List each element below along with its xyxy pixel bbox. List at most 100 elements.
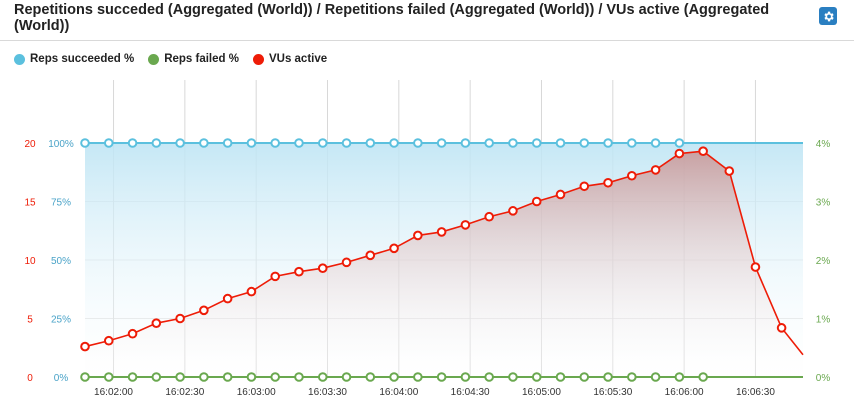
data-point-reps-succeeded xyxy=(341,138,352,148)
legend-item-reps-succeeded[interactable]: Reps succeeded % xyxy=(14,53,134,65)
data-point-reps-succeeded xyxy=(294,138,304,148)
data-point-vus-active xyxy=(80,341,90,352)
data-point-reps-failed xyxy=(294,372,304,382)
data-point-reps-failed xyxy=(674,372,685,382)
data-point-reps-failed xyxy=(484,372,494,382)
y-tick-label-reps-failed: 3% xyxy=(816,198,831,209)
data-point-vus-active xyxy=(460,220,471,230)
data-point-reps-succeeded xyxy=(436,138,447,148)
gear-icon-glyph xyxy=(823,11,834,21)
data-point-reps-succeeded xyxy=(103,138,114,148)
data-point-vus-active xyxy=(294,266,304,277)
y-tick-label-vus: 20 xyxy=(24,139,36,150)
legend-item-vus-active[interactable]: VUs active xyxy=(252,53,328,65)
data-point-reps-failed xyxy=(151,372,162,382)
legend-item-reps-failed[interactable]: Reps failed % xyxy=(148,53,239,65)
x-tick-label: 16:02:00 xyxy=(94,387,133,398)
data-point-vus-active xyxy=(199,305,209,316)
data-point-vus-active xyxy=(508,206,518,216)
y-tick-label-reps-failed: 4% xyxy=(816,139,831,150)
y-tick-label-vus: 0 xyxy=(27,373,33,384)
data-point-reps-succeeded xyxy=(127,138,138,148)
data-point-vus-active xyxy=(674,148,685,159)
data-point-vus-active xyxy=(776,323,787,333)
data-point-reps-failed xyxy=(579,372,590,382)
gear-icon[interactable] xyxy=(819,7,837,25)
data-point-vus-active xyxy=(103,335,114,346)
data-point-reps-failed xyxy=(80,372,90,382)
data-point-reps-failed xyxy=(222,372,233,382)
data-point-vus-active xyxy=(579,181,590,192)
data-point-reps-succeeded xyxy=(151,138,162,148)
data-point-vus-active xyxy=(317,263,328,273)
data-point-reps-failed xyxy=(365,372,376,382)
y-tick-label-reps-failed: 0% xyxy=(816,373,831,384)
data-point-reps-succeeded xyxy=(603,138,613,148)
data-point-reps-succeeded xyxy=(484,138,494,148)
data-point-reps-failed xyxy=(460,372,471,382)
data-point-reps-succeeded xyxy=(555,138,566,148)
data-point-reps-failed xyxy=(436,372,447,382)
legend-label-vus-active: VUs active xyxy=(268,53,328,65)
data-point-reps-succeeded xyxy=(579,138,590,148)
data-point-reps-succeeded xyxy=(413,138,423,148)
data-point-vus-active xyxy=(531,196,542,207)
data-point-vus-active xyxy=(389,243,399,254)
data-point-reps-succeeded xyxy=(531,138,542,148)
data-point-reps-failed xyxy=(270,372,280,382)
data-point-vus-active xyxy=(698,146,708,156)
chart-legend: Reps succeeded % Reps failed % VUs activ… xyxy=(14,51,341,67)
data-point-vus-active xyxy=(175,313,185,324)
y-tick-label-reps-succeeded: 50% xyxy=(51,256,71,267)
data-point-reps-failed xyxy=(650,372,661,382)
data-point-reps-succeeded xyxy=(246,138,257,148)
data-point-reps-succeeded xyxy=(317,138,328,148)
data-point-reps-failed xyxy=(627,372,637,382)
y-tick-label-vus: 5 xyxy=(27,315,33,326)
data-point-reps-failed xyxy=(341,372,352,382)
data-point-reps-succeeded xyxy=(460,138,471,148)
y-tick-label-reps-succeeded: 100% xyxy=(48,139,74,150)
data-point-reps-failed xyxy=(127,372,138,382)
y-tick-label-reps-succeeded: 75% xyxy=(51,198,71,209)
x-tick-label: 16:04:30 xyxy=(451,387,490,398)
x-tick-label: 16:04:00 xyxy=(379,387,418,398)
legend-label-reps-succeeded: Reps succeeded % xyxy=(30,53,135,65)
x-tick-label: 16:05:30 xyxy=(593,387,632,398)
data-point-reps-failed xyxy=(199,372,209,382)
y-tick-label-vus: 15 xyxy=(24,198,36,209)
data-point-vus-active xyxy=(270,271,280,282)
data-point-reps-failed xyxy=(555,372,566,382)
x-tick-label: 16:02:30 xyxy=(165,387,204,398)
data-point-reps-succeeded xyxy=(175,138,185,148)
data-point-vus-active xyxy=(413,230,423,241)
data-point-reps-failed xyxy=(103,372,114,382)
data-point-reps-succeeded xyxy=(650,138,661,148)
data-point-vus-active xyxy=(341,257,352,268)
data-point-vus-active xyxy=(627,170,637,181)
data-point-reps-succeeded xyxy=(270,138,280,148)
data-point-vus-active xyxy=(555,189,566,200)
x-tick-label: 16:06:00 xyxy=(665,387,704,398)
legend-marker-reps-failed xyxy=(148,53,160,65)
x-tick-label: 16:03:30 xyxy=(308,387,347,398)
data-point-reps-failed xyxy=(246,372,257,382)
data-point-reps-succeeded xyxy=(80,138,90,148)
data-point-vus-active xyxy=(750,262,761,272)
y-tick-label-reps-succeeded: 0% xyxy=(54,373,69,384)
data-point-vus-active xyxy=(484,211,494,222)
data-point-reps-succeeded xyxy=(674,138,685,148)
data-point-reps-failed xyxy=(508,372,518,382)
data-point-vus-active xyxy=(436,227,447,237)
y-tick-label-vus: 10 xyxy=(24,256,36,267)
data-point-reps-failed xyxy=(698,372,708,382)
data-point-reps-succeeded xyxy=(222,138,233,148)
chart-title: Repetitions succeded (Aggregated (World)… xyxy=(14,2,770,34)
y-tick-label-reps-failed: 2% xyxy=(816,256,831,267)
data-point-reps-failed xyxy=(531,372,542,382)
data-point-vus-active xyxy=(650,165,661,175)
data-point-reps-succeeded xyxy=(389,138,399,148)
data-point-reps-failed xyxy=(603,372,613,382)
data-point-vus-active xyxy=(151,318,162,328)
